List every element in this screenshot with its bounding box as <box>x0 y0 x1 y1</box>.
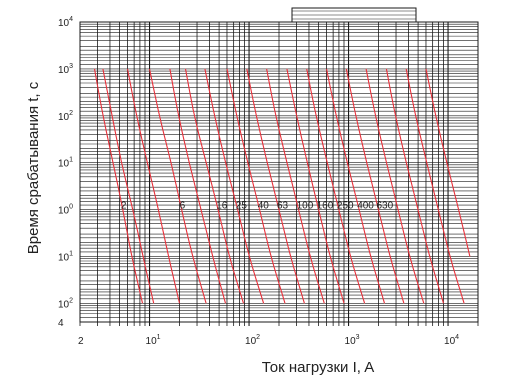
series-curve-16 <box>184 68 245 304</box>
plot-frame <box>79 21 479 323</box>
series-curve-63 <box>246 68 305 304</box>
series-curve-400 <box>325 68 386 304</box>
curve-label-6: 6 <box>180 201 186 212</box>
series-curve-630 <box>345 68 405 304</box>
y-tick-label: 4 <box>58 318 64 329</box>
curve-label-160: 160 <box>317 201 334 212</box>
series-curve-unlabeled-16 <box>405 68 465 304</box>
x-axis-label: Ток нагрузки I, A <box>262 359 375 376</box>
curve-label-40: 40 <box>258 201 270 212</box>
curve-labels: 2 6 16 25 40 63 100 160 250 400 630 <box>121 201 394 212</box>
series-curve-250 <box>306 68 366 304</box>
y-axis-label: Время срабатывания t, c <box>25 81 42 254</box>
series-curve-2 <box>93 68 144 304</box>
series-curve-40 <box>226 68 286 304</box>
series-curve-unlabeled-2 <box>126 68 181 304</box>
curve-label-400: 400 <box>357 201 374 212</box>
series-curve-unlabeled-1 <box>102 68 155 304</box>
series-curve-unlabeled-15 <box>385 68 445 304</box>
curve-label-2: 2 <box>121 201 127 212</box>
curve-label-63: 63 <box>277 201 289 212</box>
curve-label-25: 25 <box>236 201 248 212</box>
series-curve-unlabeled-14 <box>365 68 425 304</box>
series-curve-100 <box>266 68 325 304</box>
x-tick-label: 2 <box>78 336 84 347</box>
curve-label-630: 630 <box>377 201 394 212</box>
series-curve-160 <box>286 68 345 304</box>
series-curve-6 <box>148 68 207 304</box>
curve-label-250: 250 <box>337 201 354 212</box>
series-curve-unlabeled-4 <box>169 68 227 304</box>
series-curves <box>93 68 471 304</box>
curve-label-100: 100 <box>297 201 314 212</box>
series-curve-25 <box>204 68 265 304</box>
curve-label-16: 16 <box>216 201 228 212</box>
grid <box>79 7 479 326</box>
series-curve-unlabeled-17 <box>425 68 471 257</box>
